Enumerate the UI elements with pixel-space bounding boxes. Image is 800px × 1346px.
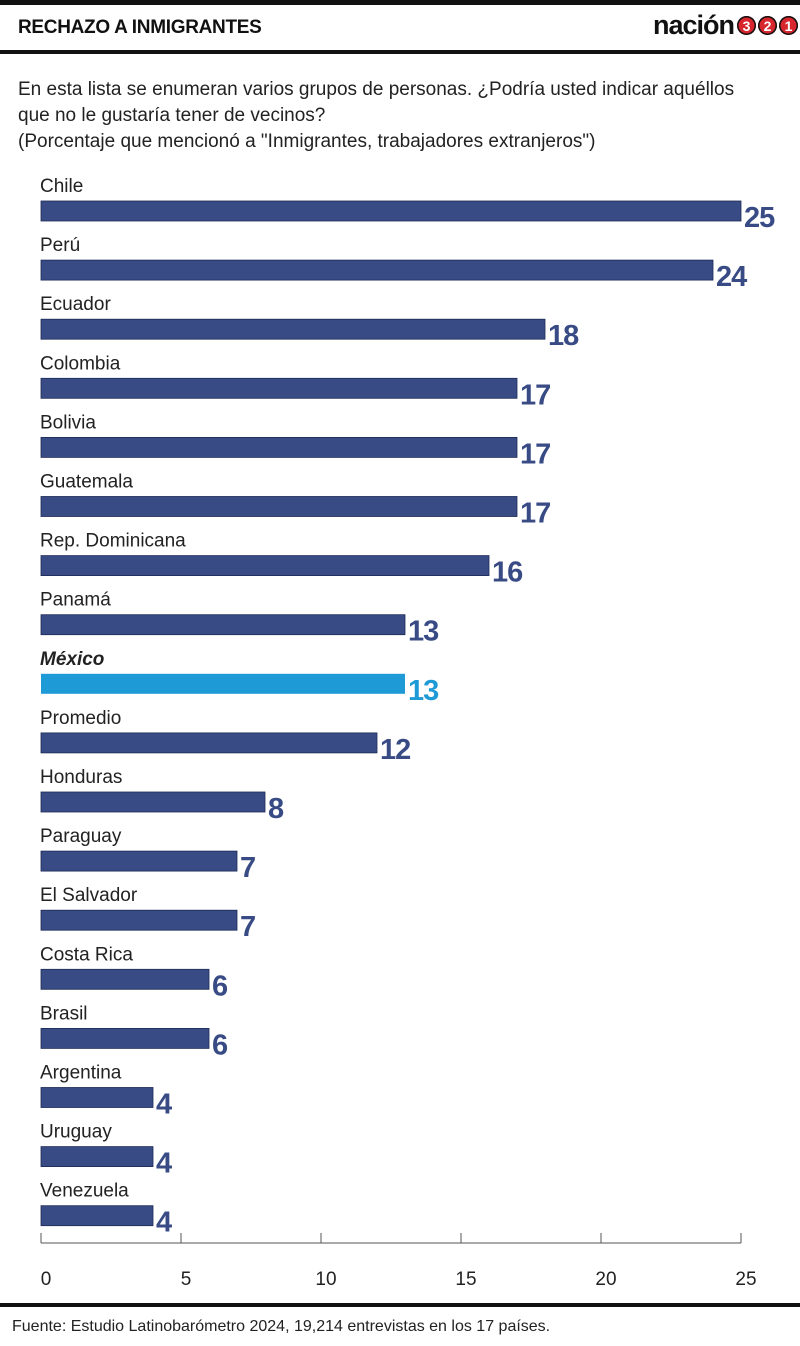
x-tick-label: 25 [735,1269,756,1290]
value-label: 12 [380,734,410,766]
x-tick-label: 10 [315,1269,336,1290]
x-tick-label: 0 [41,1269,52,1290]
bar [40,555,490,576]
category-label: Honduras [40,767,122,788]
value-label: 13 [408,616,439,648]
category-label: Bolivia [40,412,96,433]
bar [40,732,378,754]
category-label: Perú [40,235,80,256]
value-label: 4 [156,1207,172,1239]
x-tick-label: 5 [181,1269,192,1290]
category-label: Uruguay [40,1122,112,1143]
logo-number-badge: 2 [758,16,777,35]
x-tick-label: 20 [595,1269,616,1290]
category-label: Promedio [40,708,121,729]
value-label: 25 [744,202,775,234]
value-label: 7 [240,852,255,884]
value-label: 17 [520,438,550,470]
bar [40,496,518,517]
footer-rule [0,1303,800,1307]
bar [40,377,518,399]
logo-number-badge: 1 [779,16,798,35]
bar [40,259,714,281]
bar [40,436,518,458]
header-title: RECHAZO A INMIGRANTES [18,17,262,38]
category-label: Paraguay [40,826,122,847]
top-rule [0,0,800,5]
brand-logo: nación 3 2 1 [653,10,798,41]
value-label: 17 [520,379,550,411]
value-label: 16 [492,557,523,589]
category-label: Panamá [40,590,111,611]
value-label: 17 [520,498,550,530]
value-label: 7 [240,911,255,943]
category-label: Venezuela [40,1181,129,1202]
bar [40,850,238,872]
value-label: 4 [156,1148,172,1180]
bar [40,1205,154,1227]
category-label: Rep. Dominicana [40,531,186,552]
logo-number-badge: 3 [737,16,756,35]
value-label: 6 [212,970,228,1002]
category-label: Ecuador [40,294,111,315]
category-label: Brasil [40,1003,88,1024]
bar [40,200,742,222]
value-label: 24 [716,261,747,293]
logo-word: nación [652,10,735,40]
bar [40,909,238,931]
bar [41,673,405,694]
value-label: 4 [156,1089,172,1121]
chart-subtitle: En esta lista se enumeran varios grupos … [18,77,788,155]
category-label: Colombia [40,353,121,374]
x-tick-label: 15 [455,1269,476,1290]
value-label: 8 [268,793,284,825]
bar [40,1028,210,1049]
subtitle-line: que no le gustaría tener de vecinos? [18,105,326,126]
category-label: Argentina [40,1063,122,1084]
subtitle-line: (Porcentaje que mencionó a "Inmigrantes,… [18,131,596,152]
subtitle-line: En esta lista se enumeran varios grupos … [18,79,735,100]
bar [40,318,546,340]
bar [40,614,406,636]
value-label: 18 [548,320,579,352]
category-label: México [40,649,104,670]
bar [40,968,210,990]
category-label: Guatemala [40,472,133,493]
bar [40,1146,154,1167]
category-label: Costa Rica [40,944,133,965]
header-rule [0,50,800,54]
category-label: El Salvador [40,885,138,906]
bar [40,1087,154,1108]
value-label: 13 [408,675,439,707]
category-label: Chile [40,176,83,197]
source-note: Fuente: Estudio Latinobarómetro 2024, 19… [12,1318,551,1335]
logo-number-badges: 3 2 1 [735,16,798,35]
bar [40,791,266,813]
value-label: 6 [212,1029,228,1061]
